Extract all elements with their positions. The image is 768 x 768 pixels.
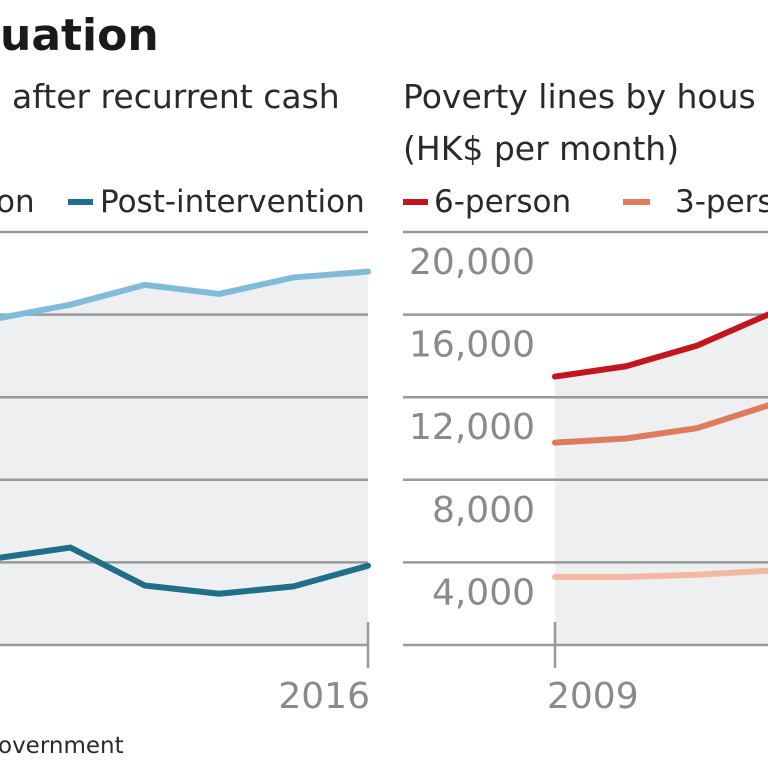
legend-label-post: Post-intervention — [100, 184, 365, 220]
right-x-tick-label: 2009 — [547, 676, 639, 717]
area-fill — [0, 271, 368, 645]
y-tick-label: 8,000 — [432, 490, 535, 531]
y-tick-label: 20,000 — [409, 242, 535, 283]
left-x-tick-label: 2016 — [278, 676, 370, 717]
page-title: uation — [0, 10, 159, 61]
series-line-0 — [552, 311, 768, 380]
series-line-1 — [552, 402, 768, 446]
right-y-tick-labels: 20,000 16,000 12,000 8,000 4,000 — [409, 242, 535, 613]
source-note: overnment — [0, 733, 124, 759]
left-chart-plot — [0, 230, 371, 668]
series-line-1 — [0, 544, 371, 597]
series-line-2 — [552, 567, 768, 580]
legend-label-3-person: 3-pers — [675, 184, 768, 220]
right-chart-plot — [403, 230, 768, 668]
left-chart-subtitle: after recurrent cash — [12, 77, 340, 116]
series-line-0 — [0, 268, 371, 322]
legend-label-6-person: 6-person — [434, 184, 571, 220]
right-chart-unit: (HK$ per month) — [403, 129, 679, 168]
y-tick-label: 16,000 — [409, 325, 535, 366]
y-tick-label: 4,000 — [432, 572, 535, 613]
legend-label-pre: on — [0, 184, 35, 220]
right-chart-title: Poverty lines by hous — [403, 77, 756, 116]
y-tick-label: 12,000 — [409, 407, 535, 448]
